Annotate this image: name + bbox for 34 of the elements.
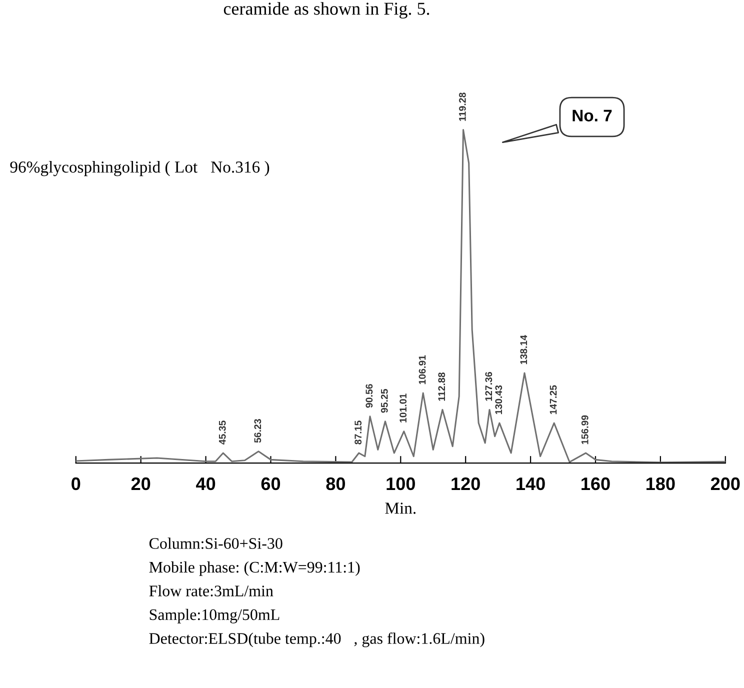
text: Sample:10mg/50mL xyxy=(150,608,280,624)
annotation: 87.15 xyxy=(354,420,362,444)
annotation: 45.35 xyxy=(218,420,226,445)
x-tick-label: 80 xyxy=(326,477,345,490)
text: Detector:ELSD(tube temp.:40 , gas flow:1.6L/min) xyxy=(149,632,484,648)
annotation: 119.28 xyxy=(458,92,466,121)
x-tick-label: 160 xyxy=(582,477,610,490)
annotation: 138.14 xyxy=(520,335,528,364)
text: ceramide as shown in Fig. 5. xyxy=(224,2,430,19)
x-tick-label: 200 xyxy=(710,477,740,490)
x-tick-label: 100 xyxy=(386,477,415,490)
x-axis-title: Min. xyxy=(385,502,416,514)
x-tick-label: 40 xyxy=(196,477,216,490)
x-tick-label: 120 xyxy=(452,477,480,490)
annotation: 101.01 xyxy=(400,394,407,422)
annotation: 130.43 xyxy=(495,385,502,414)
text: 96%glycosphingolipid ( Lot No.316 ) xyxy=(10,160,270,176)
x-tick-label: 60 xyxy=(261,477,280,490)
annotation: 127.36 xyxy=(485,372,492,401)
annotation: 112.88 xyxy=(438,372,446,401)
text: Mobile phase: (C:M:W=99:11:1) xyxy=(149,561,360,576)
x-tick-label: 180 xyxy=(646,477,675,490)
annotation: 156.99 xyxy=(581,415,588,444)
annotation: 95.25 xyxy=(380,388,388,413)
text: Flow rate:3mL/min xyxy=(149,585,274,596)
x-tick-label: 140 xyxy=(516,477,545,490)
annotation: 90.56 xyxy=(366,384,373,408)
text: Column:Si-60+Si-30 xyxy=(149,538,282,549)
x-tick-label: 20 xyxy=(131,477,150,490)
annotation: 56.23 xyxy=(254,419,262,443)
annotation: 106.91 xyxy=(418,355,426,384)
text: No. 7 xyxy=(572,110,612,122)
x-tick-label: 0 xyxy=(72,477,80,490)
annotation: 147.25 xyxy=(550,385,557,414)
